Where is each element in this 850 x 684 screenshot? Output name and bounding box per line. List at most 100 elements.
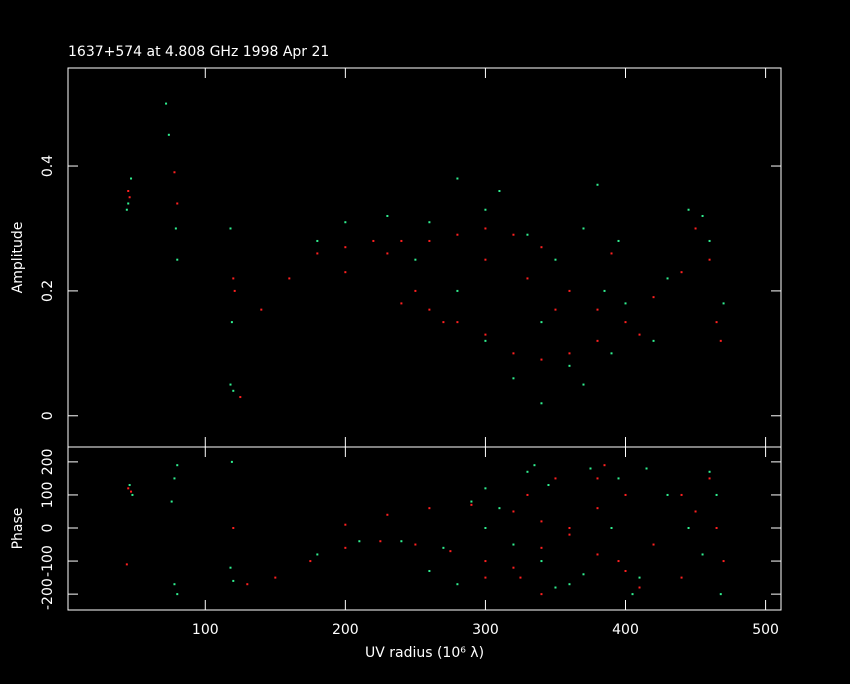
data-point <box>170 500 173 503</box>
data-point <box>680 493 683 496</box>
data-point <box>232 527 235 530</box>
data-point <box>372 239 375 242</box>
y-axis-label: Amplitude <box>10 222 26 294</box>
data-point <box>533 464 536 467</box>
data-point <box>484 339 487 342</box>
data-point <box>344 546 347 549</box>
data-point <box>715 321 718 324</box>
data-point <box>130 177 133 180</box>
data-point <box>130 490 133 493</box>
data-point <box>589 467 592 470</box>
data-point <box>400 540 403 543</box>
data-point <box>344 271 347 274</box>
data-point <box>173 583 176 586</box>
data-point <box>624 321 627 324</box>
data-point <box>512 566 515 569</box>
data-point <box>229 566 232 569</box>
data-point <box>715 527 718 530</box>
data-point <box>414 289 417 292</box>
y-tick-label: -100 <box>40 545 56 577</box>
data-point <box>484 208 487 211</box>
data-point <box>610 352 613 355</box>
data-point <box>680 576 683 579</box>
data-point <box>174 227 177 230</box>
data-point <box>456 233 459 236</box>
data-point <box>344 246 347 249</box>
data-point <box>526 233 529 236</box>
data-point <box>167 133 170 136</box>
data-point <box>176 464 179 467</box>
data-point <box>568 533 571 536</box>
data-point <box>428 239 431 242</box>
data-point <box>708 477 711 480</box>
data-point <box>596 183 599 186</box>
data-point <box>470 503 473 506</box>
data-point <box>358 540 361 543</box>
data-point <box>554 308 557 311</box>
data-point <box>484 333 487 336</box>
data-point <box>568 583 571 586</box>
data-point <box>554 258 557 261</box>
data-point <box>596 308 599 311</box>
x-axis-label: UV radius (10⁶ λ) <box>365 645 484 661</box>
data-point <box>125 208 128 211</box>
data-point <box>128 484 131 487</box>
data-point <box>540 560 543 563</box>
data-point <box>232 389 235 392</box>
data-point <box>456 177 459 180</box>
y-tick-label: 0.2 <box>40 280 56 302</box>
data-point <box>484 227 487 230</box>
data-point <box>127 202 130 205</box>
data-point <box>232 579 235 582</box>
data-point <box>708 258 711 261</box>
data-point <box>414 258 417 261</box>
data-point <box>617 239 620 242</box>
data-point <box>230 321 233 324</box>
data-point <box>456 321 459 324</box>
data-point <box>344 221 347 224</box>
data-point <box>631 593 634 596</box>
data-point <box>540 246 543 249</box>
data-point <box>414 543 417 546</box>
data-point <box>442 321 445 324</box>
y-axis-label: Phase <box>10 508 26 550</box>
data-point <box>540 520 543 523</box>
data-point <box>694 510 697 513</box>
data-point <box>344 523 347 526</box>
data-point <box>540 358 543 361</box>
data-point <box>652 296 655 299</box>
data-point <box>708 239 711 242</box>
data-point <box>680 271 683 274</box>
data-point <box>722 560 725 563</box>
data-point <box>603 464 606 467</box>
data-point <box>165 102 168 105</box>
data-point <box>596 553 599 556</box>
data-point <box>484 576 487 579</box>
data-point <box>582 227 585 230</box>
data-point <box>526 493 529 496</box>
data-point <box>666 493 669 496</box>
data-point <box>512 352 515 355</box>
data-point <box>498 507 501 510</box>
data-point <box>484 258 487 261</box>
data-point <box>316 239 319 242</box>
data-point <box>260 308 263 311</box>
data-point <box>540 593 543 596</box>
data-point <box>239 396 242 399</box>
data-point <box>638 586 641 589</box>
data-point <box>498 190 501 193</box>
data-point <box>428 569 431 572</box>
data-point <box>512 377 515 380</box>
x-tick-label: 300 <box>472 622 499 638</box>
data-point <box>624 493 627 496</box>
data-point <box>400 239 403 242</box>
data-point <box>512 510 515 513</box>
data-point <box>624 302 627 305</box>
data-point <box>316 252 319 255</box>
data-point <box>582 573 585 576</box>
data-point <box>470 500 473 503</box>
data-point <box>708 470 711 473</box>
data-point <box>127 487 130 490</box>
data-point <box>484 560 487 563</box>
